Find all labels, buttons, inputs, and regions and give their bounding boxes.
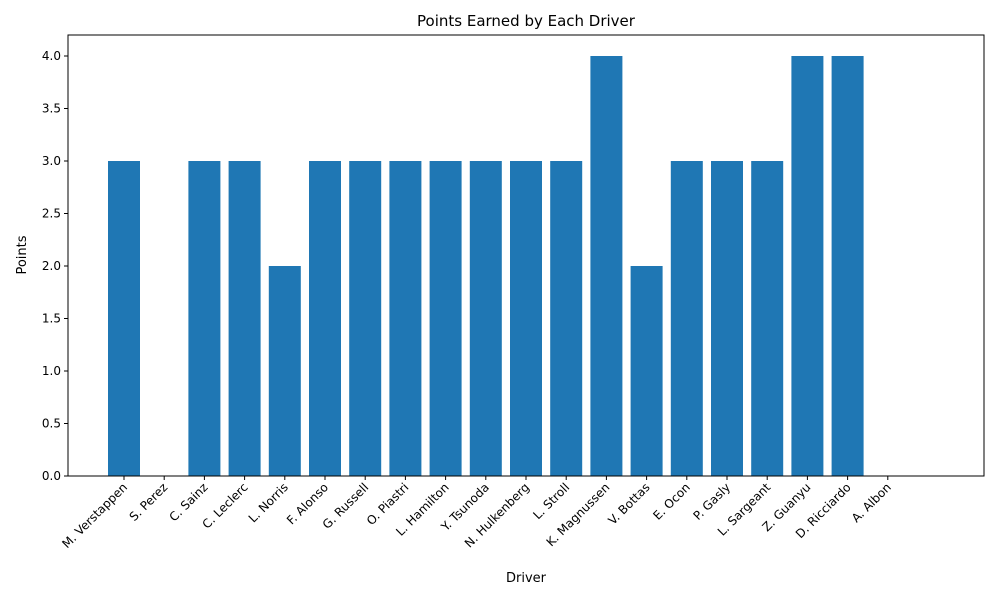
x-tick-label: S. Perez [127,480,171,524]
y-tick-label: 0.5 [42,417,61,431]
x-tick-label: E. Ocon [650,480,693,523]
bar-c-leclerc [228,161,261,476]
x-tick-label: M. Verstappen [59,480,130,551]
bar-g-russell [349,161,382,476]
bar-n-hulkenberg [510,161,542,476]
bars-group [108,56,864,476]
bar-l-hamilton [429,161,462,476]
y-tick-label: 2.5 [42,207,61,221]
bar-l-sargeant [751,161,784,476]
chart-title: Points Earned by Each Driver [417,12,636,30]
bar-m-verstappen [108,161,140,476]
y-tick-label: 2.0 [42,259,61,273]
plot-frame [67,34,985,477]
y-tick-label: 3.5 [42,102,61,116]
bar-l-norris [268,266,301,476]
y-tick-label: 3.0 [42,154,61,168]
bar-z-guanyu [791,56,824,476]
y-axis: 0.0 0.5 1.0 1.5 2.0 2.5 3.0 3.5 4.0 [42,49,68,483]
bar-y-tsunoda [469,161,502,476]
bar-c-sainz [188,161,221,476]
x-axis-label: Driver [506,571,547,586]
bar-p-gasly [711,161,743,476]
bar-d-ricciardo [831,56,864,476]
bar-e-ocon [670,161,703,476]
x-tick-label: V. Bottas [605,480,652,527]
x-tick-label: A. Albon [849,480,894,525]
bar-l-stroll [550,161,583,476]
y-tick-label: 0.0 [42,469,61,483]
y-tick-label: 1.0 [42,364,61,378]
bar-v-bottas [630,266,663,476]
bar-o-piastri [389,161,422,476]
y-axis-label: Points [15,235,30,274]
y-tick-label: 4.0 [42,49,61,63]
bar-k-magnussen [590,56,623,476]
bar-f-alonso [309,161,341,476]
y-tick-label: 1.5 [42,312,61,326]
